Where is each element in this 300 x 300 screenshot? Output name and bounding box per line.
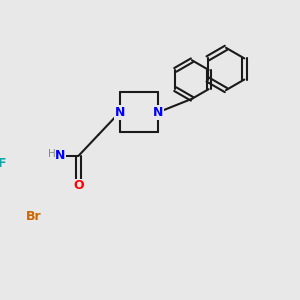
Text: O: O: [73, 179, 84, 192]
Text: N: N: [55, 149, 66, 162]
Text: N: N: [114, 106, 125, 119]
Text: F: F: [0, 157, 7, 170]
Text: Br: Br: [26, 210, 42, 223]
Text: N: N: [153, 106, 163, 119]
Text: H: H: [48, 149, 56, 159]
